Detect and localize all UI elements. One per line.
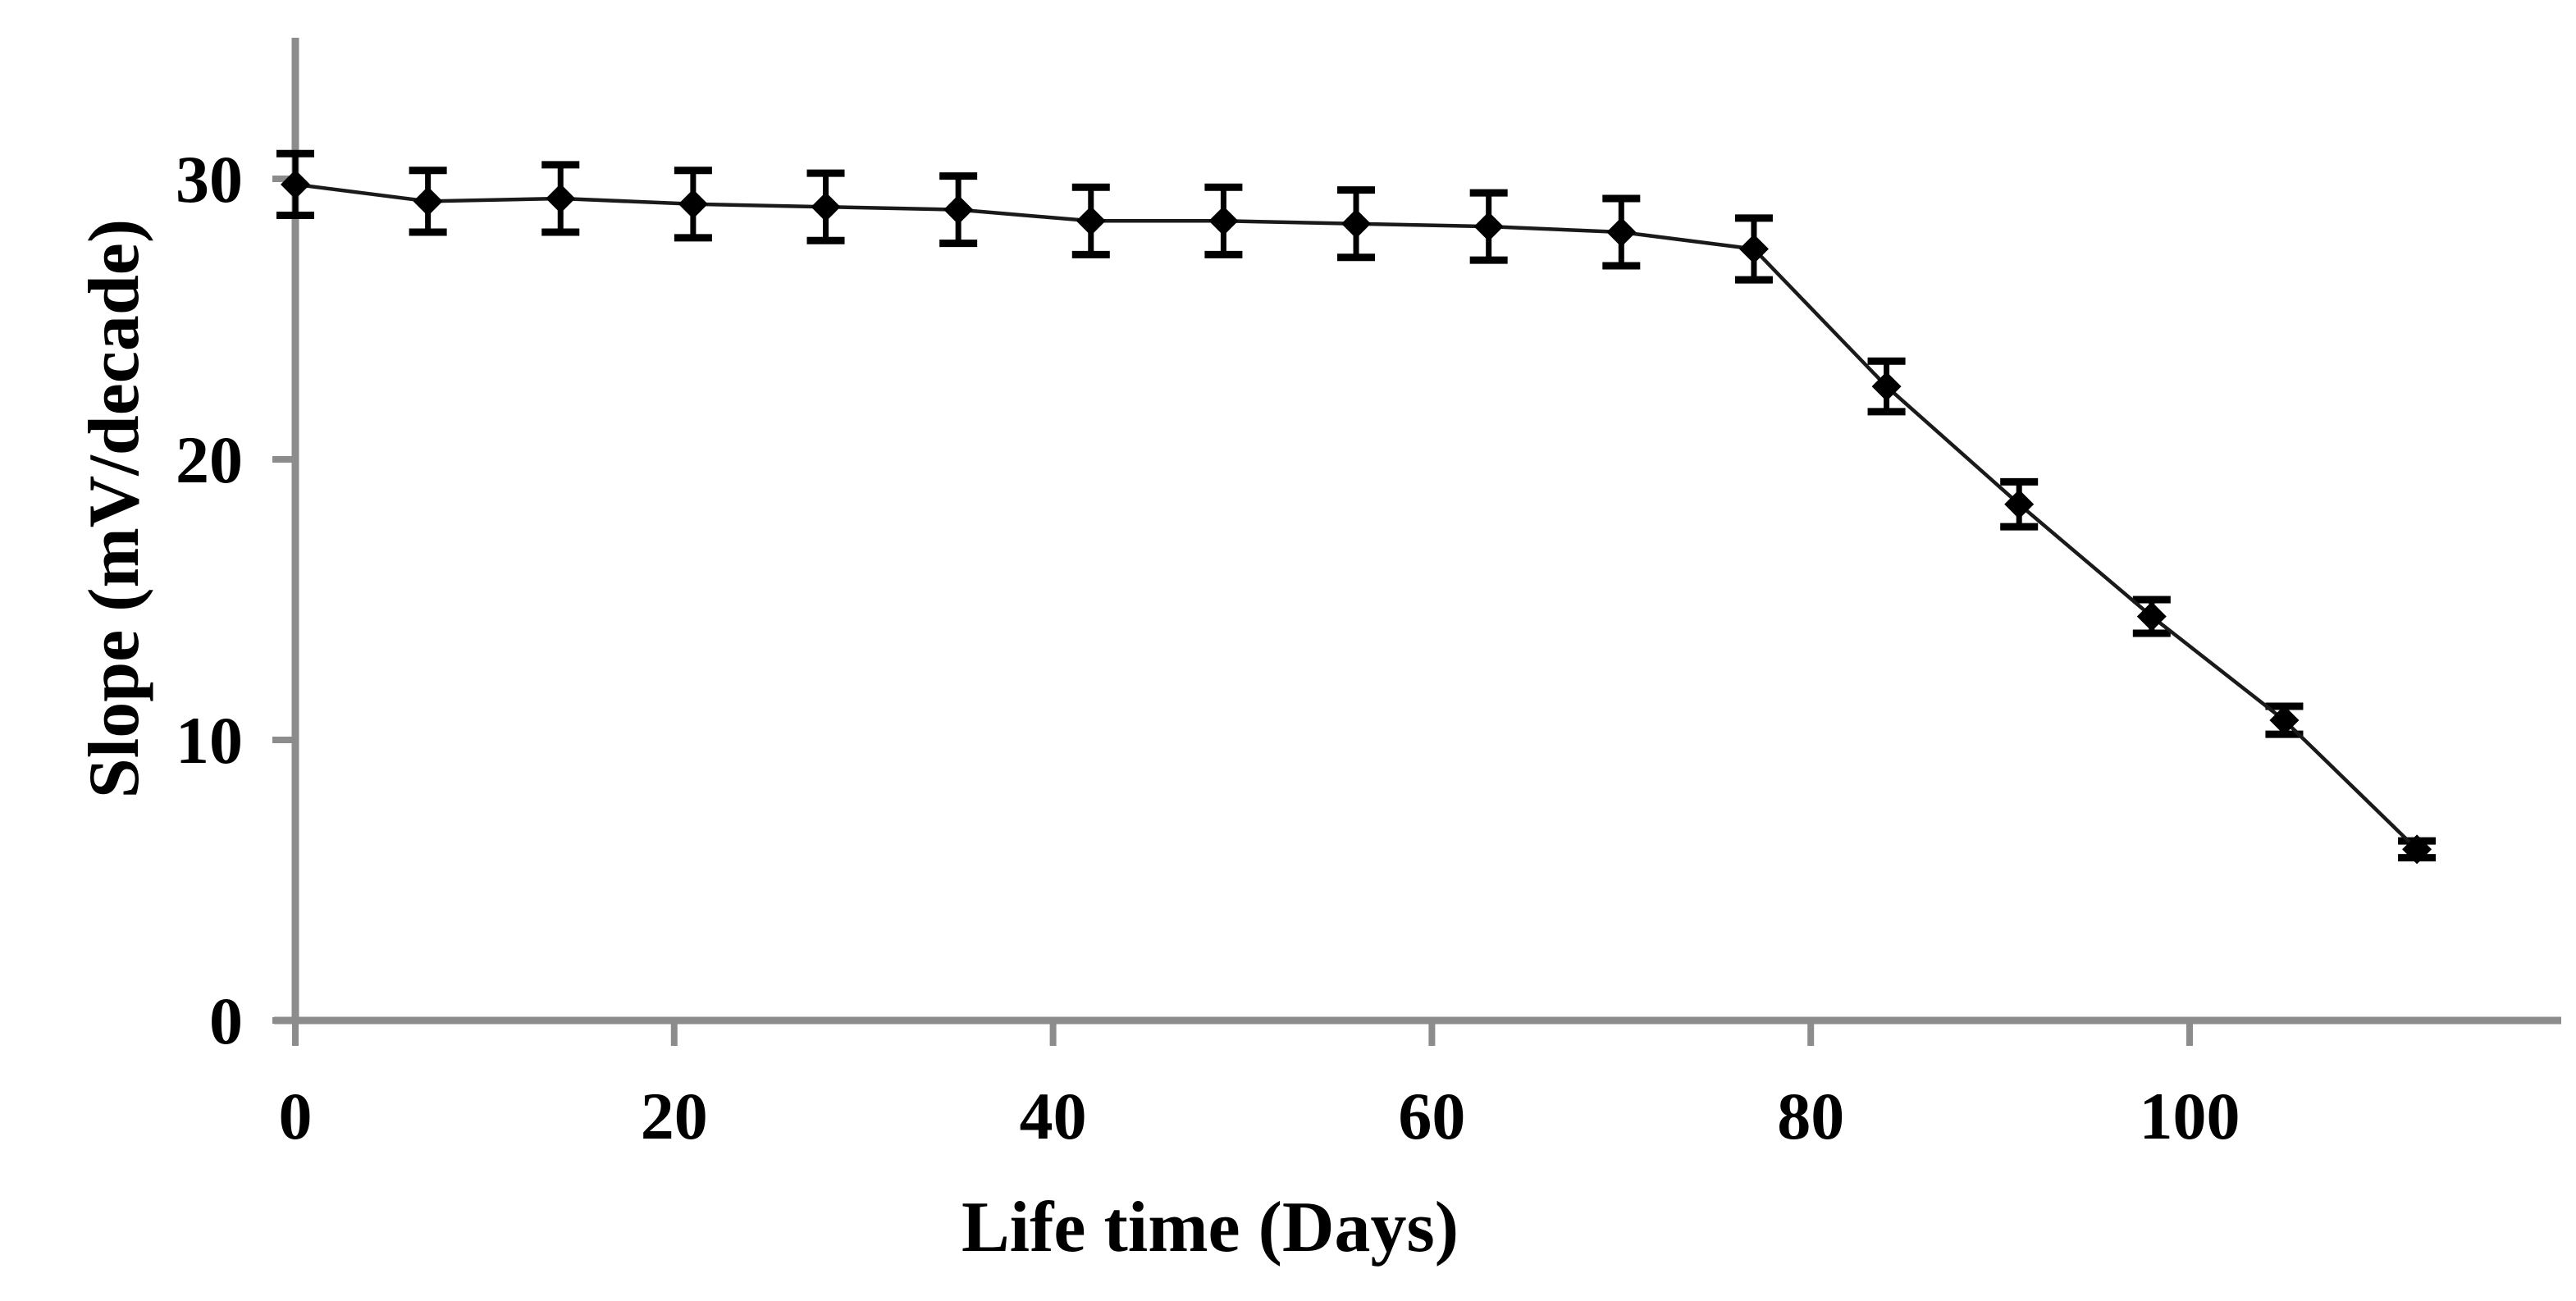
x-axis-tick-label-60: 60: [1398, 1079, 1465, 1153]
x-axis-tick-label-20: 20: [641, 1079, 708, 1153]
data-point-marker-day-77: [1738, 234, 1769, 264]
axes-layer: [274, 38, 2561, 1025]
data-point-marker-day-42: [1076, 206, 1106, 236]
data-point-marker-day-63: [1473, 212, 1504, 242]
data-point-marker-day-0: [281, 169, 310, 199]
data-point-marker-day-28: [811, 192, 841, 222]
y-axis-tick-label-0: 0: [209, 984, 243, 1058]
error-bar-layer: [276, 149, 2437, 862]
x-axis-tick-label-40: 40: [1020, 1079, 1087, 1153]
data-marker-layer: [281, 169, 2432, 865]
x-axis-tick-label-80: 80: [1777, 1079, 1844, 1153]
y-axis-tick-label-10: 10: [176, 703, 243, 778]
data-point-marker-day-14: [546, 183, 576, 213]
x-axis-tick-label-0: 0: [279, 1079, 313, 1153]
data-point-marker-day-105: [2269, 705, 2300, 736]
data-point-marker-day-35: [943, 194, 974, 225]
data-point-marker-day-84: [1871, 372, 1902, 402]
x-axis-tick-label-100: 100: [2140, 1079, 2240, 1153]
data-point-marker-day-21: [678, 189, 708, 219]
data-line: [295, 182, 2418, 851]
data-point-marker-day-112: [2402, 834, 2432, 865]
tick-label-layer: 0 20 40 60 80 100 0 10 20 30: [176, 142, 2240, 1153]
data-point-marker-day-7: [413, 186, 443, 217]
y-axis-title: Slope (mV/decade): [75, 219, 154, 798]
y-axis-tick-label-30: 30: [176, 142, 243, 217]
data-point-marker-day-91: [2004, 489, 2035, 519]
data-line-layer: [295, 182, 2418, 851]
x-axis-title: Life time (Days): [961, 1188, 1459, 1267]
data-point-marker-day-98: [2136, 601, 2167, 632]
y-axis-tick-label-20: 20: [176, 422, 243, 497]
data-point-marker-day-70: [1606, 217, 1637, 247]
tick-layer: [272, 176, 2193, 1046]
data-point-marker-day-56: [1341, 208, 1372, 239]
data-point-marker-day-49: [1208, 206, 1239, 236]
